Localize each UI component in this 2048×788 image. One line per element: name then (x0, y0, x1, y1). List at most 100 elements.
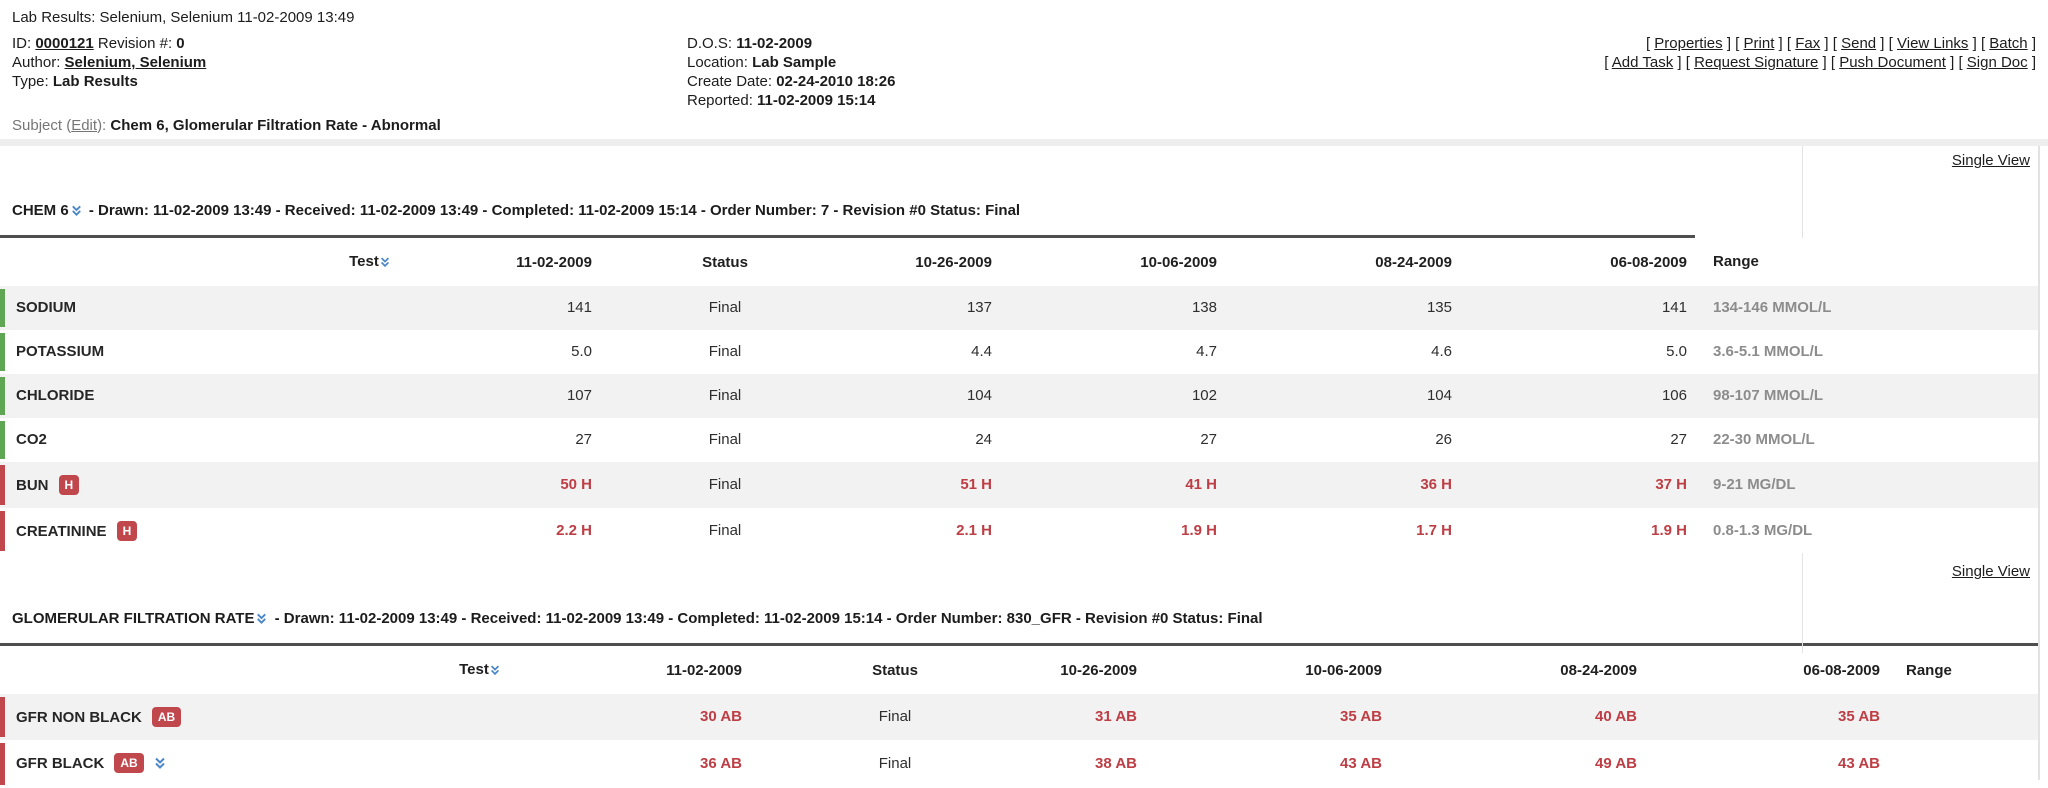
chevron-double-down-icon[interactable] (70, 204, 83, 221)
result-value: 5.0 (1666, 343, 1687, 360)
panel-title: GLOMERULAR FILTRATION RATE (12, 610, 255, 627)
test-column-header[interactable]: Test (290, 235, 450, 286)
sort-chevron-icon[interactable] (489, 663, 501, 680)
result-value: 27 (1670, 431, 1687, 448)
range-value: 98-107 MMOL/L (1713, 387, 1824, 404)
section-divider (0, 139, 2048, 146)
revision-value: 0 (176, 35, 185, 52)
test-name: CO2 (0, 418, 450, 462)
result-value: 24 (975, 431, 992, 448)
location-value: Lab Sample (752, 54, 837, 71)
empty-header-cell (0, 643, 380, 694)
date-column-header: 08-24-2009 (1225, 235, 1460, 286)
date-column-header: 08-24-2009 (1390, 643, 1645, 694)
result-value: 107 (566, 387, 592, 404)
result-value: 36 AB (700, 755, 742, 772)
result-value: 37 H (1655, 476, 1687, 493)
result-value: 138 (1191, 299, 1217, 316)
test-name: BUN (16, 477, 49, 494)
type-value: Lab Results (52, 73, 138, 90)
abnormal-flag-badge: AB (151, 707, 182, 727)
result-value: 50 H (560, 476, 592, 493)
revision-label: Revision #: (97, 35, 173, 52)
send-link[interactable]: Send (1841, 35, 1877, 52)
push-document-link[interactable]: Push Document (1839, 54, 1946, 71)
fax-link[interactable]: Fax (1795, 35, 1821, 52)
test-column-header[interactable]: Test (380, 643, 580, 694)
range-value: 9-21 MG/DL (1713, 476, 1796, 493)
sort-chevron-icon[interactable] (379, 255, 391, 272)
subject-edit-link[interactable]: Edit (71, 117, 98, 134)
result-value: 106 (1661, 387, 1687, 404)
author-label: Author: (12, 54, 61, 71)
result-value: 2.2 H (556, 522, 592, 539)
results-table-chem6: Test 11-02-2009 Status 10-26-2009 10-06-… (0, 235, 2038, 554)
type-label: Type: (12, 73, 49, 90)
panel-title: CHEM 6 (12, 202, 69, 219)
subject-label-close: ): (97, 117, 107, 134)
result-value: 43 AB (1340, 755, 1382, 772)
date-column-header: 10-06-2009 (1000, 235, 1225, 286)
result-value: 104 (1426, 387, 1452, 404)
result-value: 2.1 H (956, 522, 992, 539)
result-value: 5.0 (571, 343, 592, 360)
date-column-header: 11-02-2009 (580, 643, 750, 694)
create-date-label: Create Date: (687, 73, 773, 90)
request-signature-link[interactable]: Request Signature (1694, 54, 1819, 71)
result-value: 41 H (1185, 476, 1217, 493)
table-row-chloride: CHLORIDE 107 Final 104 102 104 106 98-10… (0, 374, 2038, 418)
result-value: 40 AB (1595, 708, 1637, 725)
subject-label: Subject ( (12, 117, 72, 134)
single-view-link-chem6[interactable]: Single View (1951, 152, 2030, 169)
results-panel: Single View CHEM 6 - Drawn: 11-02-2009 1… (0, 146, 2040, 785)
status-value: Final (708, 387, 742, 404)
chevron-double-down-icon[interactable] (255, 612, 268, 629)
table-header-row: Test 11-02-2009 Status 10-26-2009 10-06-… (0, 235, 2038, 286)
column-divider-line (1802, 146, 1803, 238)
result-value: 141 (1661, 299, 1687, 316)
date-column-header: 10-26-2009 (1040, 643, 1145, 694)
expand-chevron-icon[interactable] (153, 756, 167, 775)
status-value: Final (708, 299, 742, 316)
range-value (1888, 740, 2038, 788)
add-task-link[interactable]: Add Task (1611, 54, 1674, 71)
high-flag-badge: H (116, 521, 138, 541)
range-value: 3.6-5.1 MMOL/L (1713, 343, 1824, 360)
status-column-header: Status (600, 235, 850, 286)
dos-value: 11-02-2009 (736, 35, 813, 52)
page-title: Lab Results: Selenium, Selenium 11-02-20… (12, 9, 355, 26)
test-name: CHLORIDE (0, 374, 450, 418)
properties-link[interactable]: Properties (1654, 35, 1723, 52)
test-name: GFR NON BLACK (16, 709, 142, 726)
status-value: Final (878, 755, 912, 772)
reported-value: 11-02-2009 15:14 (757, 92, 876, 109)
view-links-link[interactable]: View Links (1897, 35, 1969, 52)
result-value: 27 (575, 431, 592, 448)
range-value: 0.8-1.3 MG/DL (1713, 522, 1813, 539)
author-link[interactable]: Selenium, Selenium (64, 54, 207, 71)
create-date-value: 02-24-2010 18:26 (776, 73, 896, 90)
result-value: 135 (1426, 299, 1452, 316)
panel-details: - Drawn: 11-02-2009 13:49 - Received: 11… (88, 202, 1021, 219)
print-link[interactable]: Print (1743, 35, 1775, 52)
subject-line: Subject (Edit): Chem 6, Glomerular Filtr… (12, 117, 441, 134)
table-header-row: Test 11-02-2009 Status 10-26-2009 10-06-… (0, 643, 2038, 694)
location-label: Location: (687, 54, 748, 71)
document-id-link[interactable]: 0000121 (35, 35, 94, 52)
status-column-header: Status (750, 643, 1040, 694)
abnormal-flag-badge: AB (114, 753, 144, 773)
empty-header-cell (0, 235, 290, 286)
result-value: 1.9 H (1651, 522, 1687, 539)
result-value: 38 AB (1095, 755, 1137, 772)
table-row-co2: CO2 27 Final 24 27 26 27 22-30 MMOL/L (0, 418, 2038, 462)
subject-value: Chem 6, Glomerular Filtration Rate - Abn… (110, 117, 441, 134)
single-view-link-gfr[interactable]: Single View (1951, 563, 2030, 580)
date-column-header: 06-08-2009 (1460, 235, 1695, 286)
batch-link[interactable]: Batch (1989, 35, 2028, 52)
result-value: 27 (1200, 431, 1217, 448)
range-column-header: Range (1888, 643, 2038, 694)
sign-doc-link[interactable]: Sign Doc (1966, 54, 2028, 71)
result-value: 102 (1191, 387, 1217, 404)
column-divider-line (1802, 553, 1803, 653)
table-row-sodium: SODIUM 141 Final 137 138 135 141 134-146… (0, 286, 2038, 330)
